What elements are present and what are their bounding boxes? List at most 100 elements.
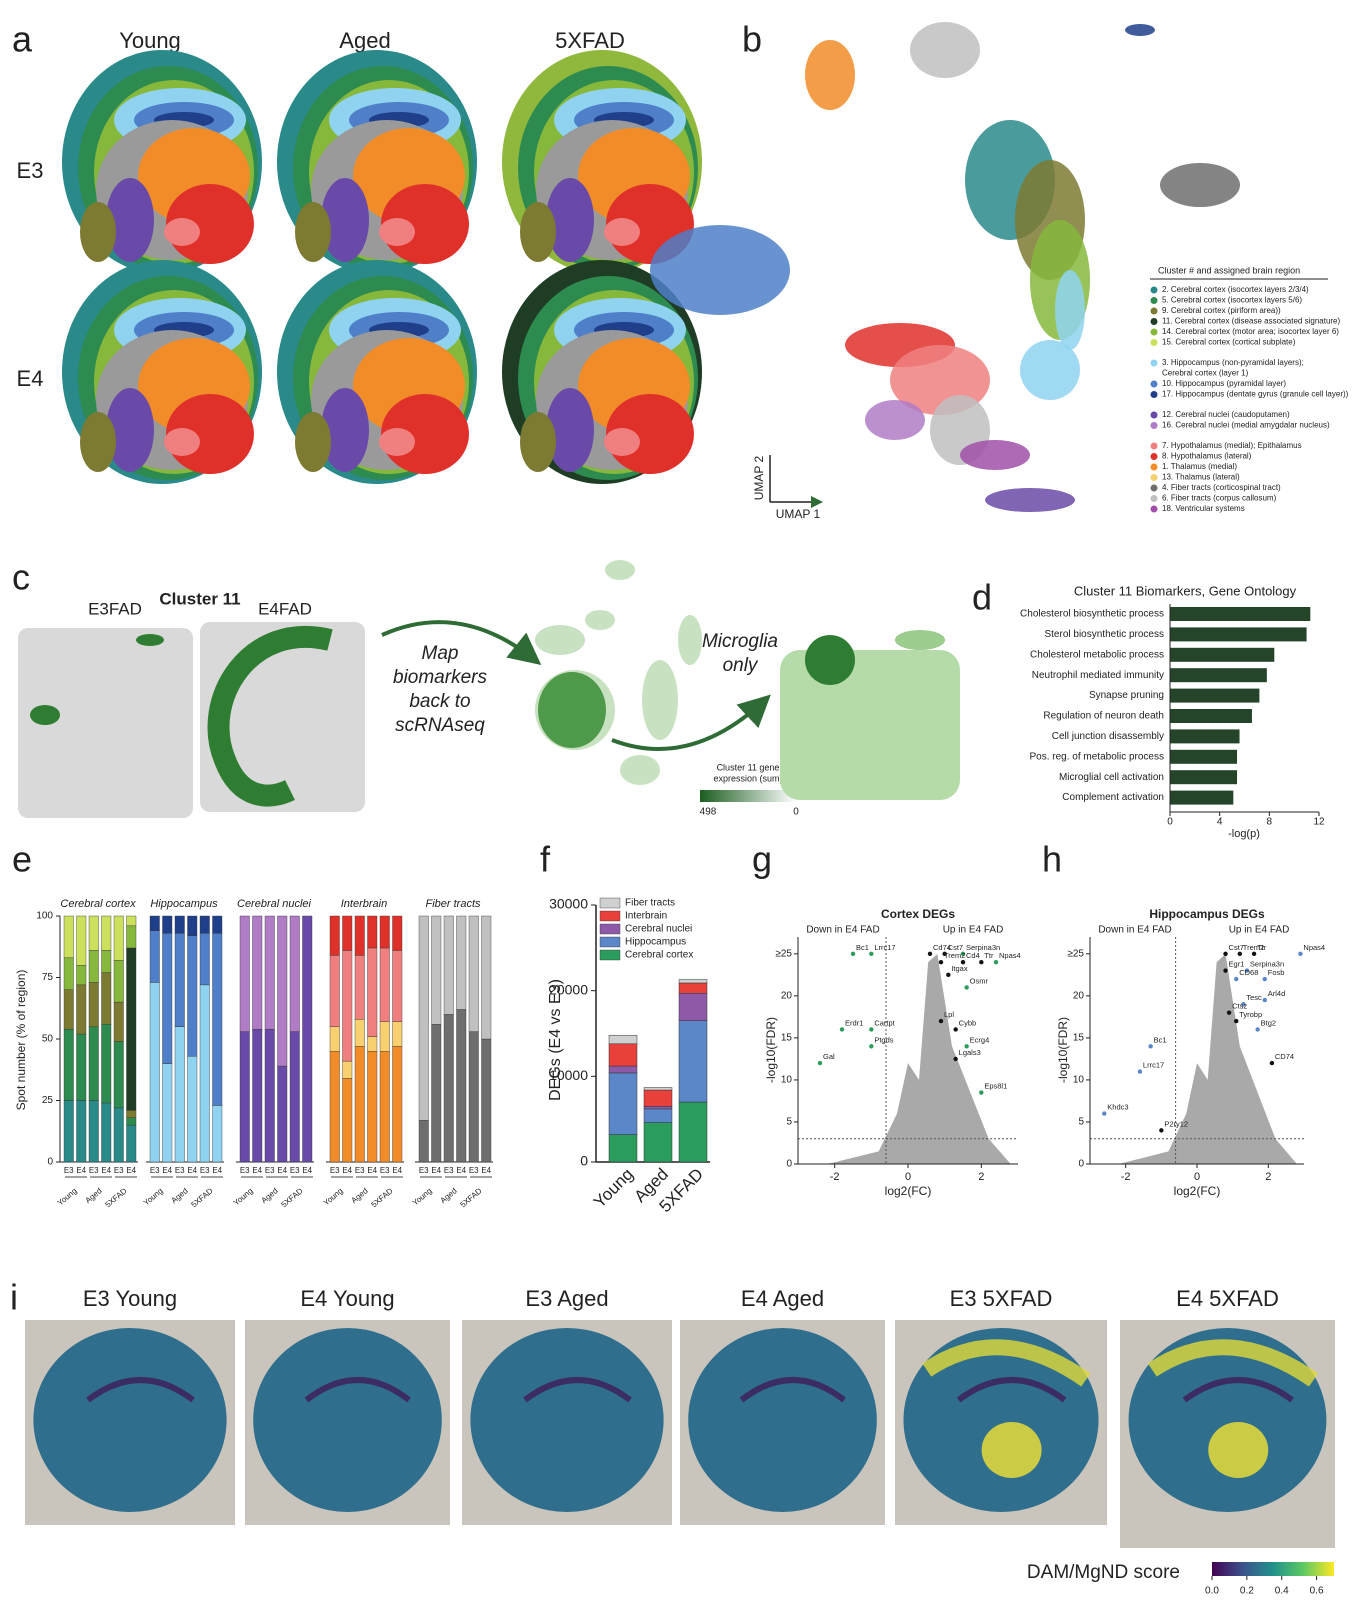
gene-label: Lpl — [944, 1010, 954, 1019]
legend-label: 4. Fiber tracts (corticospinal tract) — [1162, 483, 1281, 492]
y-tick-label: ≥25 — [1067, 948, 1084, 959]
group-label: 5XFAD — [279, 1186, 304, 1209]
x-tick-label: E4 — [456, 1166, 466, 1175]
colorbar-tick: 0 — [793, 807, 799, 818]
legend-label: 16. Cerebral nuclei (medial amygdalar nu… — [1162, 421, 1330, 430]
axis-label: UMAP 2 — [752, 455, 766, 500]
x-tick-label: E4 — [431, 1166, 441, 1175]
colorbar-tick: 0.0 — [1205, 1586, 1219, 1597]
bar-segment — [163, 916, 173, 933]
legend-swatch — [1151, 360, 1158, 367]
cluster-region — [30, 705, 60, 725]
bar-segment — [393, 950, 403, 1021]
gene-label: Cd4 — [966, 951, 980, 960]
bar-segment — [644, 1109, 672, 1123]
gene-label: Cybb — [959, 1018, 977, 1027]
gene-point — [1159, 1128, 1163, 1132]
gene-label: Osmr — [970, 976, 989, 985]
bar-segment — [432, 916, 442, 1024]
gene-point — [928, 952, 932, 956]
bar-segment — [213, 916, 223, 933]
chart-title: Cluster 11 Biomarkers, Gene Ontology — [1074, 583, 1297, 598]
legend-swatch — [1151, 412, 1158, 419]
bar-segment — [102, 950, 112, 972]
microglia-umap — [895, 630, 945, 650]
legend-swatch — [1151, 443, 1158, 450]
bar-segment — [127, 1118, 137, 1125]
bar-segment — [102, 916, 112, 950]
y-tick-label: 15 — [781, 1033, 793, 1044]
panel-label: i — [10, 1277, 18, 1318]
x-tick-label: Young — [590, 1165, 637, 1212]
chart-title: Hippocampus DEGs — [1149, 907, 1265, 921]
gene-point — [939, 1019, 943, 1023]
y-tick-label: Cholesterol biosynthetic process — [1020, 609, 1164, 620]
bar-segment — [240, 916, 250, 1032]
brain-region — [80, 202, 116, 262]
x-tick-label: E4 — [101, 1166, 111, 1175]
brain-section — [277, 260, 477, 484]
group-label: 5XFAD — [369, 1186, 394, 1209]
colorbar-tick: 0.4 — [1275, 1586, 1289, 1597]
umap-cluster — [910, 22, 980, 78]
gene-label: Ptgds — [874, 1035, 893, 1044]
bar-segment — [290, 1032, 300, 1162]
bar-segment — [482, 916, 492, 1039]
bar-segment — [213, 933, 223, 1105]
bar-segment — [393, 1022, 403, 1047]
bar-segment — [114, 916, 124, 960]
legend-label: 5. Cerebral cortex (isocortex layers 5/6… — [1162, 296, 1302, 305]
annotation: Down in E4 FAD — [1098, 925, 1171, 936]
image-title: E4 Young — [300, 1286, 394, 1311]
legend-swatch — [600, 898, 620, 908]
gene-label: Ttr — [1257, 943, 1267, 952]
row-label: E3 — [17, 158, 44, 183]
group-label: Young — [322, 1186, 345, 1207]
bar-segment — [64, 1029, 74, 1100]
bar-segment — [89, 950, 99, 982]
x-tick-label: E4 — [277, 1166, 287, 1175]
annotation: scRNAseq — [395, 715, 485, 736]
y-tick-label: 10 — [781, 1075, 793, 1086]
colorbar-label: Cluster 11 gene — [717, 762, 780, 772]
brain-section — [62, 260, 262, 484]
legend-label: 3. Hippocampus (non-pyramidal layers); — [1162, 358, 1304, 367]
x-tick-label: E3 — [265, 1166, 275, 1175]
gene-point — [1138, 1069, 1142, 1073]
bar-segment — [64, 916, 74, 958]
bar-segment — [290, 916, 300, 1032]
gene-label: CD74 — [1275, 1052, 1294, 1061]
group-label: Aged — [260, 1186, 280, 1205]
x-tick-label: E4 — [367, 1166, 377, 1175]
gene-label: Bc1 — [856, 943, 869, 952]
tissue-score — [470, 1328, 663, 1512]
x-tick-label: E3 — [469, 1166, 479, 1175]
x-tick-label: E4 — [212, 1166, 222, 1175]
gene-point — [869, 952, 873, 956]
annotation: Up in E4 FAD — [1229, 925, 1290, 936]
bar-segment — [355, 916, 365, 955]
legend-swatch — [600, 950, 620, 960]
axis-label: UMAP 1 — [776, 507, 821, 521]
y-tick-label: 75 — [42, 972, 54, 983]
bar-segment — [278, 1066, 288, 1162]
column-label: Aged — [339, 28, 390, 53]
umap-cluster — [535, 625, 585, 655]
gene-point — [953, 1027, 957, 1031]
group-label: Young — [56, 1186, 79, 1207]
bar-segment — [343, 1061, 353, 1078]
x-tick-label: E3 — [200, 1166, 210, 1175]
bar-segment — [188, 916, 198, 936]
bar-segment — [127, 1110, 137, 1117]
bar-segment — [150, 916, 160, 931]
bar — [1170, 648, 1274, 662]
legend-label: Cerebral nuclei — [625, 924, 692, 935]
annotation: back to — [409, 691, 470, 712]
column-label: Young — [119, 28, 181, 53]
group-label: Young — [142, 1186, 165, 1207]
group-label: Aged — [84, 1186, 104, 1205]
y-tick-label: 5 — [1078, 1117, 1084, 1128]
chart-title: Cortex DEGs — [881, 907, 955, 921]
umap-cluster — [805, 40, 855, 110]
brain-region — [520, 412, 556, 472]
